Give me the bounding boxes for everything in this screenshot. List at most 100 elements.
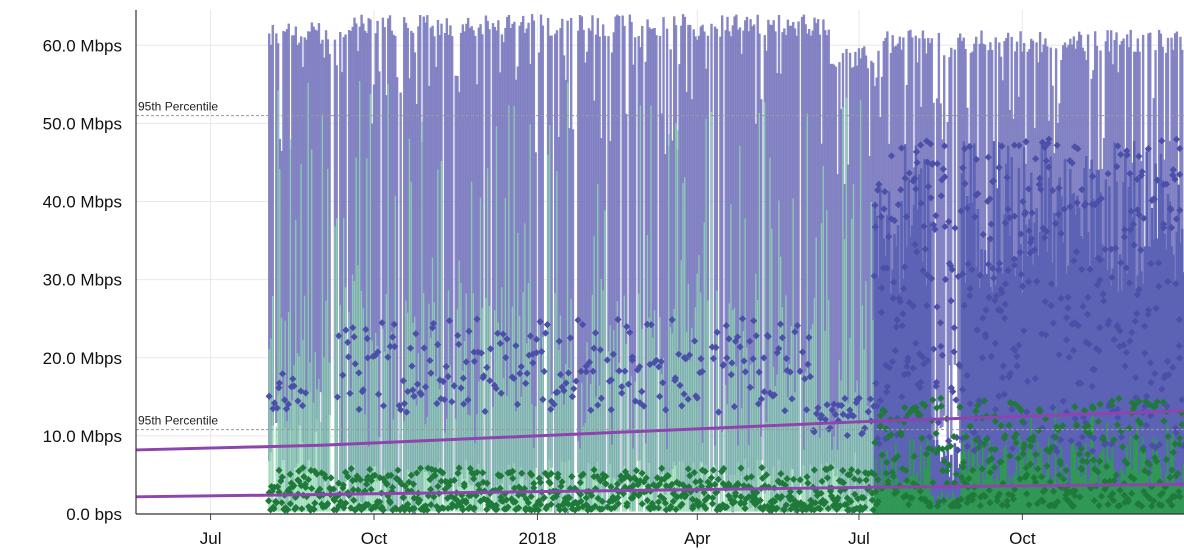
download-average-marker — [791, 328, 799, 336]
upload-average-marker — [965, 474, 973, 483]
download-average-marker — [984, 260, 993, 268]
download-average-marker — [1033, 277, 1041, 286]
download-average-marker — [426, 356, 434, 365]
upload-average-marker — [318, 469, 326, 477]
upload-average-marker — [590, 466, 598, 474]
download-average-marker — [483, 363, 491, 372]
upload-average-marker — [274, 483, 282, 491]
upload-average-marker — [387, 471, 395, 479]
download-average-marker — [633, 366, 642, 374]
upload-average-marker — [1075, 450, 1084, 458]
download-average-marker — [971, 213, 979, 221]
upload-average-marker — [1048, 443, 1056, 451]
download-average-marker — [582, 362, 590, 370]
download-average-marker — [404, 387, 412, 396]
upload-average-marker — [509, 467, 517, 475]
upload-average-marker — [535, 497, 543, 505]
upload-average-marker — [1032, 450, 1040, 459]
download-average-marker — [1152, 304, 1160, 312]
download-average-marker — [1171, 175, 1179, 183]
upload-average-marker — [1097, 492, 1106, 500]
upload-average-marker — [1109, 496, 1118, 505]
upload-average-marker — [1148, 502, 1156, 510]
upload-average-marker — [888, 468, 897, 476]
upload-average-marker — [1172, 472, 1180, 480]
upload-average-marker — [778, 492, 786, 501]
download-average-marker — [1117, 259, 1125, 267]
upload-average-marker — [756, 504, 765, 512]
download-average-marker — [1126, 169, 1134, 178]
download-average-marker — [994, 266, 1003, 274]
download-average-marker — [421, 383, 430, 391]
download-average-marker — [730, 403, 738, 411]
download-average-marker — [270, 399, 279, 407]
upload-average-marker — [650, 503, 658, 511]
download-average-marker — [350, 333, 358, 341]
upload-average-marker — [950, 433, 958, 441]
download-average-marker — [1147, 260, 1155, 268]
upload-average-marker — [1054, 498, 1062, 506]
upload-average-marker — [1003, 501, 1011, 510]
download-average-marker — [522, 379, 530, 387]
download-average-marker — [536, 318, 544, 326]
upload-average-marker — [571, 506, 579, 514]
download-average-marker — [1062, 336, 1071, 344]
upload-average-marker — [773, 492, 781, 501]
upload-average-marker — [335, 502, 343, 510]
upload-average-marker — [552, 492, 560, 500]
upload-average-marker — [1062, 491, 1070, 499]
download-average-marker — [1036, 174, 1044, 183]
upload-average-marker — [433, 502, 441, 511]
upload-average-marker — [510, 484, 519, 492]
upload-average-marker — [1071, 403, 1079, 411]
download-average-marker — [932, 382, 940, 390]
download-average-marker — [923, 301, 931, 310]
download-average-marker — [1070, 346, 1078, 354]
download-average-marker — [995, 259, 1004, 267]
upload-average-marker — [759, 505, 767, 514]
download-average-marker — [1097, 194, 1105, 203]
upload-average-marker — [997, 422, 1005, 430]
download-average-marker — [991, 405, 1000, 414]
upload-average-marker — [887, 431, 895, 439]
download-average-marker — [900, 263, 909, 271]
x-tick-label: Apr — [684, 529, 711, 548]
download-average-marker — [963, 442, 971, 450]
upload-average-marker — [908, 494, 916, 502]
upload-average-marker — [907, 407, 915, 415]
upload-average-marker — [311, 499, 319, 507]
download-average-marker — [1015, 141, 1023, 150]
upload-average-marker — [452, 502, 461, 510]
upload-average-marker — [702, 504, 710, 513]
upload-average-marker — [726, 483, 735, 491]
download-average-marker — [1090, 434, 1098, 442]
upload-average-marker — [903, 476, 911, 485]
y-tick-label: 10.0 Mbps — [43, 427, 122, 446]
upload-average-marker — [1148, 483, 1156, 491]
upload-average-marker — [654, 498, 663, 506]
upload-average-marker — [1159, 489, 1167, 497]
download-average-marker — [770, 391, 778, 399]
upload-average-marker — [568, 472, 576, 481]
upload-average-marker — [588, 491, 596, 500]
upload-average-marker — [796, 476, 804, 484]
upload-average-marker — [638, 469, 646, 477]
download-average-marker — [1176, 206, 1184, 214]
upload-average-marker — [918, 434, 926, 442]
x-tick-label: Jul — [200, 529, 222, 548]
download-average-marker — [866, 395, 875, 403]
upload-average-marker — [356, 476, 364, 484]
upload-average-marker — [677, 492, 685, 500]
download-average-marker — [877, 308, 885, 316]
download-average-marker — [662, 406, 670, 414]
upload-average-marker — [874, 497, 882, 506]
upload-average-marker — [956, 403, 964, 411]
download-average-marker — [998, 374, 1006, 382]
upload-average-marker — [662, 506, 670, 514]
download-average-marker — [1135, 285, 1143, 294]
upload-average-marker — [655, 480, 664, 488]
download-average-marker — [470, 357, 479, 365]
upload-average-marker — [1142, 491, 1150, 499]
upload-average-marker — [817, 489, 825, 497]
